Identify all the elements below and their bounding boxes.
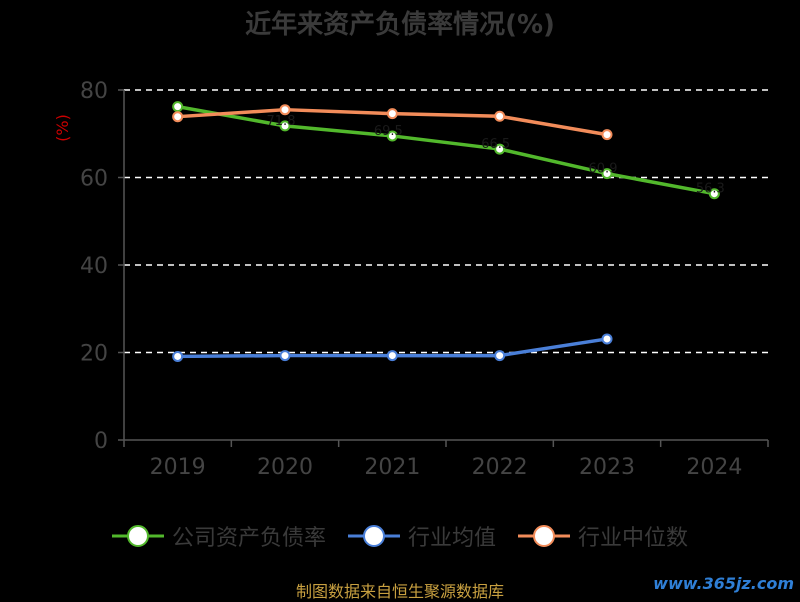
data-label: 56.3 [696,182,725,197]
data-point [279,350,291,362]
grid-layer [124,89,768,354]
axis-layer: 0 20 40 60 80 2019 2020 2021 2022 2023 2024 (%) [53,79,769,480]
y-tick-label: 0 [94,429,108,454]
x-tick-label: 2020 [257,455,313,480]
data-point [601,129,613,141]
legend-swatch [518,525,570,547]
chart-title: 近年来资产负债率情况(%) [245,10,555,40]
data-point [386,350,398,362]
legend-label: 公司资产负债率 [171,526,326,551]
y-axis-unit: (%) [53,114,72,142]
watermark: www.365jz.com [653,574,794,593]
y-tick-label: 80 [80,79,108,104]
source-note: 制图数据来自恒生聚源数据库 [295,582,504,601]
x-tick-label: 2021 [364,455,420,480]
data-point [172,350,184,362]
data-point [172,101,184,113]
legend-swatch [347,525,400,547]
data-point [386,108,398,120]
data-point [494,110,506,122]
data-point [601,168,613,180]
series-layer [172,101,720,362]
legend-label: 行业中位数 [578,526,689,551]
data-point [708,188,720,200]
legend: 公司资产负债率 行业均值 行业中位数 [0,520,800,552]
legend-label: 行业均值 [407,526,496,551]
data-point [601,333,613,345]
data-point [172,111,184,123]
data-point [494,143,506,155]
y-tick-label: 60 [80,167,108,192]
data-label: 71.8 [267,114,296,129]
x-tick-label: 2024 [686,455,742,480]
x-tick-label: 2023 [579,455,635,480]
data-label: 69.5 [374,124,403,139]
data-point [279,104,291,116]
legend-item-2[interactable]: 行业中位数 [518,520,688,552]
data-label: 60.9 [589,162,618,177]
legend-item-1[interactable]: 行业均值 [347,520,496,552]
data-point [494,350,506,362]
y-tick-label: 20 [80,342,108,367]
series-line-0 [175,104,717,196]
legend-swatch [111,525,164,547]
data-point [386,130,398,142]
data-label: 66.5 [481,137,510,152]
data-point [279,120,291,132]
x-tick-label: 2019 [150,455,206,480]
x-tick-label: 2022 [472,455,528,480]
legend-item-0[interactable]: 公司资产负债率 [111,520,326,552]
y-tick-label: 40 [80,254,108,279]
label-layer: 71.8 69.5 66.5 60.9 56.3 [267,114,725,197]
